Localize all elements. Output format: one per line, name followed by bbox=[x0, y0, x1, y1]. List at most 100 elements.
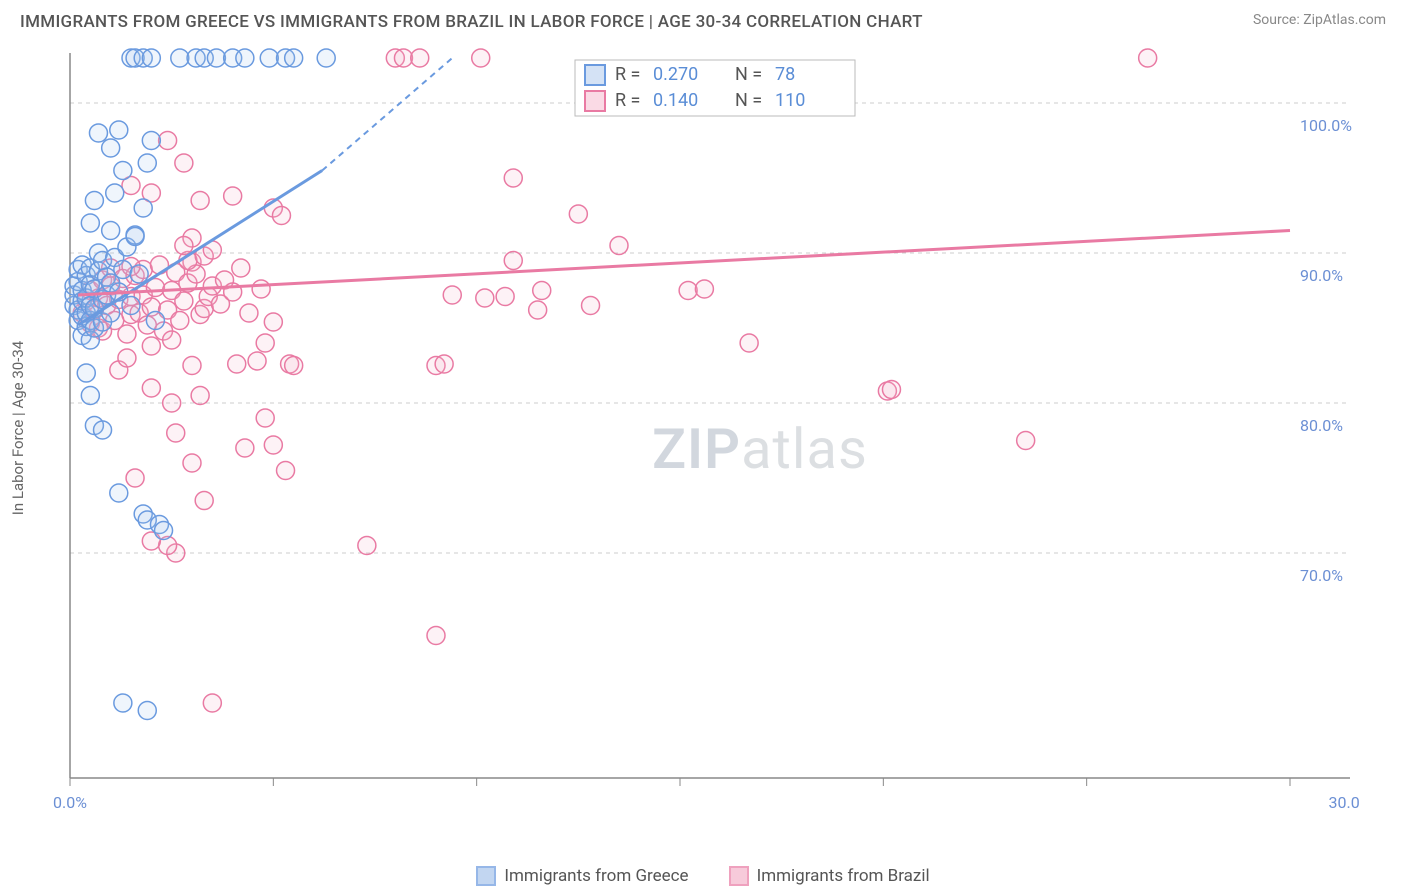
data-point bbox=[496, 288, 514, 306]
data-point bbox=[102, 139, 120, 157]
data-point bbox=[163, 331, 181, 349]
svg-text:100.0%: 100.0% bbox=[1300, 116, 1352, 135]
data-point bbox=[155, 522, 173, 540]
data-point bbox=[504, 169, 522, 187]
data-point bbox=[77, 364, 95, 382]
legend-item-greece: Immigrants from Greece bbox=[476, 866, 688, 886]
data-point bbox=[232, 259, 250, 277]
svg-text:90.0%: 90.0% bbox=[1300, 266, 1343, 285]
data-point bbox=[504, 252, 522, 270]
data-point bbox=[118, 325, 136, 343]
trend-line-extrapolated bbox=[322, 58, 452, 171]
legend-label-greece: Immigrants from Greece bbox=[504, 866, 688, 886]
data-point bbox=[394, 49, 412, 67]
data-point bbox=[582, 297, 600, 315]
data-point bbox=[89, 124, 107, 142]
data-point bbox=[118, 349, 136, 367]
data-point bbox=[122, 297, 140, 315]
data-point bbox=[130, 265, 148, 283]
data-point bbox=[102, 222, 120, 240]
data-point bbox=[277, 462, 295, 480]
chart-container: In Labor Force | Age 30-34 70.0%80.0%90.… bbox=[20, 38, 1386, 818]
data-point bbox=[317, 49, 335, 67]
data-point bbox=[146, 312, 164, 330]
svg-text:N =: N = bbox=[735, 64, 762, 85]
svg-text:N =: N = bbox=[735, 90, 762, 111]
data-point bbox=[476, 289, 494, 307]
y-axis-label: In Labor Force | Age 30-34 bbox=[9, 341, 27, 515]
data-point bbox=[175, 154, 193, 172]
data-point bbox=[236, 439, 254, 457]
svg-text:ZIPatlas: ZIPatlas bbox=[652, 416, 868, 482]
data-point bbox=[260, 49, 278, 67]
svg-text:0.0%: 0.0% bbox=[53, 793, 87, 812]
data-point bbox=[228, 355, 246, 373]
data-point bbox=[236, 49, 254, 67]
source-link[interactable]: ZipAtlas.com bbox=[1303, 12, 1386, 28]
svg-text:78: 78 bbox=[775, 64, 795, 85]
data-point bbox=[175, 237, 193, 255]
data-point bbox=[569, 205, 587, 223]
data-point bbox=[94, 421, 112, 439]
data-point bbox=[191, 387, 209, 405]
data-point bbox=[203, 694, 221, 712]
svg-text:0.270: 0.270 bbox=[653, 64, 698, 85]
data-point bbox=[740, 334, 758, 352]
data-point bbox=[134, 199, 152, 217]
scatter-chart: 70.0%80.0%90.0%100.0%ZIPatlas0.0%30.0%R … bbox=[20, 38, 1360, 818]
svg-text:R =: R = bbox=[615, 90, 640, 111]
svg-text:110: 110 bbox=[775, 90, 805, 111]
data-point bbox=[114, 261, 132, 279]
svg-text:80.0%: 80.0% bbox=[1300, 416, 1343, 435]
data-point bbox=[1139, 49, 1157, 67]
data-point bbox=[427, 627, 445, 645]
data-point bbox=[285, 357, 303, 375]
source-prefix: Source: bbox=[1253, 12, 1303, 28]
data-point bbox=[183, 357, 201, 375]
data-point bbox=[126, 469, 144, 487]
data-point bbox=[110, 121, 128, 139]
data-point bbox=[110, 484, 128, 502]
data-point bbox=[252, 280, 270, 298]
data-point bbox=[207, 49, 225, 67]
data-point bbox=[191, 192, 209, 210]
data-point bbox=[142, 132, 160, 150]
legend-item-brazil: Immigrants from Brazil bbox=[729, 866, 930, 886]
svg-text:70.0%: 70.0% bbox=[1300, 566, 1343, 585]
data-point bbox=[695, 280, 713, 298]
data-point bbox=[138, 154, 156, 172]
chart-title: IMMIGRANTS FROM GREECE VS IMMIGRANTS FRO… bbox=[20, 12, 923, 32]
data-point bbox=[264, 436, 282, 454]
data-point bbox=[171, 312, 189, 330]
data-point bbox=[264, 313, 282, 331]
data-point bbox=[224, 187, 242, 205]
data-point bbox=[1017, 432, 1035, 450]
data-point bbox=[610, 237, 628, 255]
data-point bbox=[142, 337, 160, 355]
data-point bbox=[175, 292, 193, 310]
data-point bbox=[106, 184, 124, 202]
legend-swatch-greece bbox=[476, 866, 496, 886]
data-point bbox=[171, 49, 189, 67]
data-point bbox=[163, 394, 181, 412]
data-point bbox=[85, 192, 103, 210]
data-point bbox=[195, 492, 213, 510]
data-point bbox=[411, 49, 429, 67]
data-point bbox=[256, 409, 274, 427]
data-point bbox=[533, 282, 551, 300]
data-point bbox=[248, 352, 266, 370]
data-point bbox=[882, 381, 900, 399]
data-point bbox=[126, 228, 144, 246]
source-attribution: Source: ZipAtlas.com bbox=[1253, 12, 1386, 28]
data-point bbox=[81, 214, 99, 232]
data-point bbox=[150, 256, 168, 274]
data-point bbox=[529, 301, 547, 319]
data-point bbox=[159, 132, 177, 150]
data-point bbox=[358, 537, 376, 555]
data-point bbox=[183, 454, 201, 472]
svg-text:0.140: 0.140 bbox=[653, 90, 698, 111]
data-point bbox=[256, 334, 274, 352]
data-point bbox=[285, 49, 303, 67]
data-point bbox=[240, 304, 258, 322]
data-point bbox=[142, 379, 160, 397]
